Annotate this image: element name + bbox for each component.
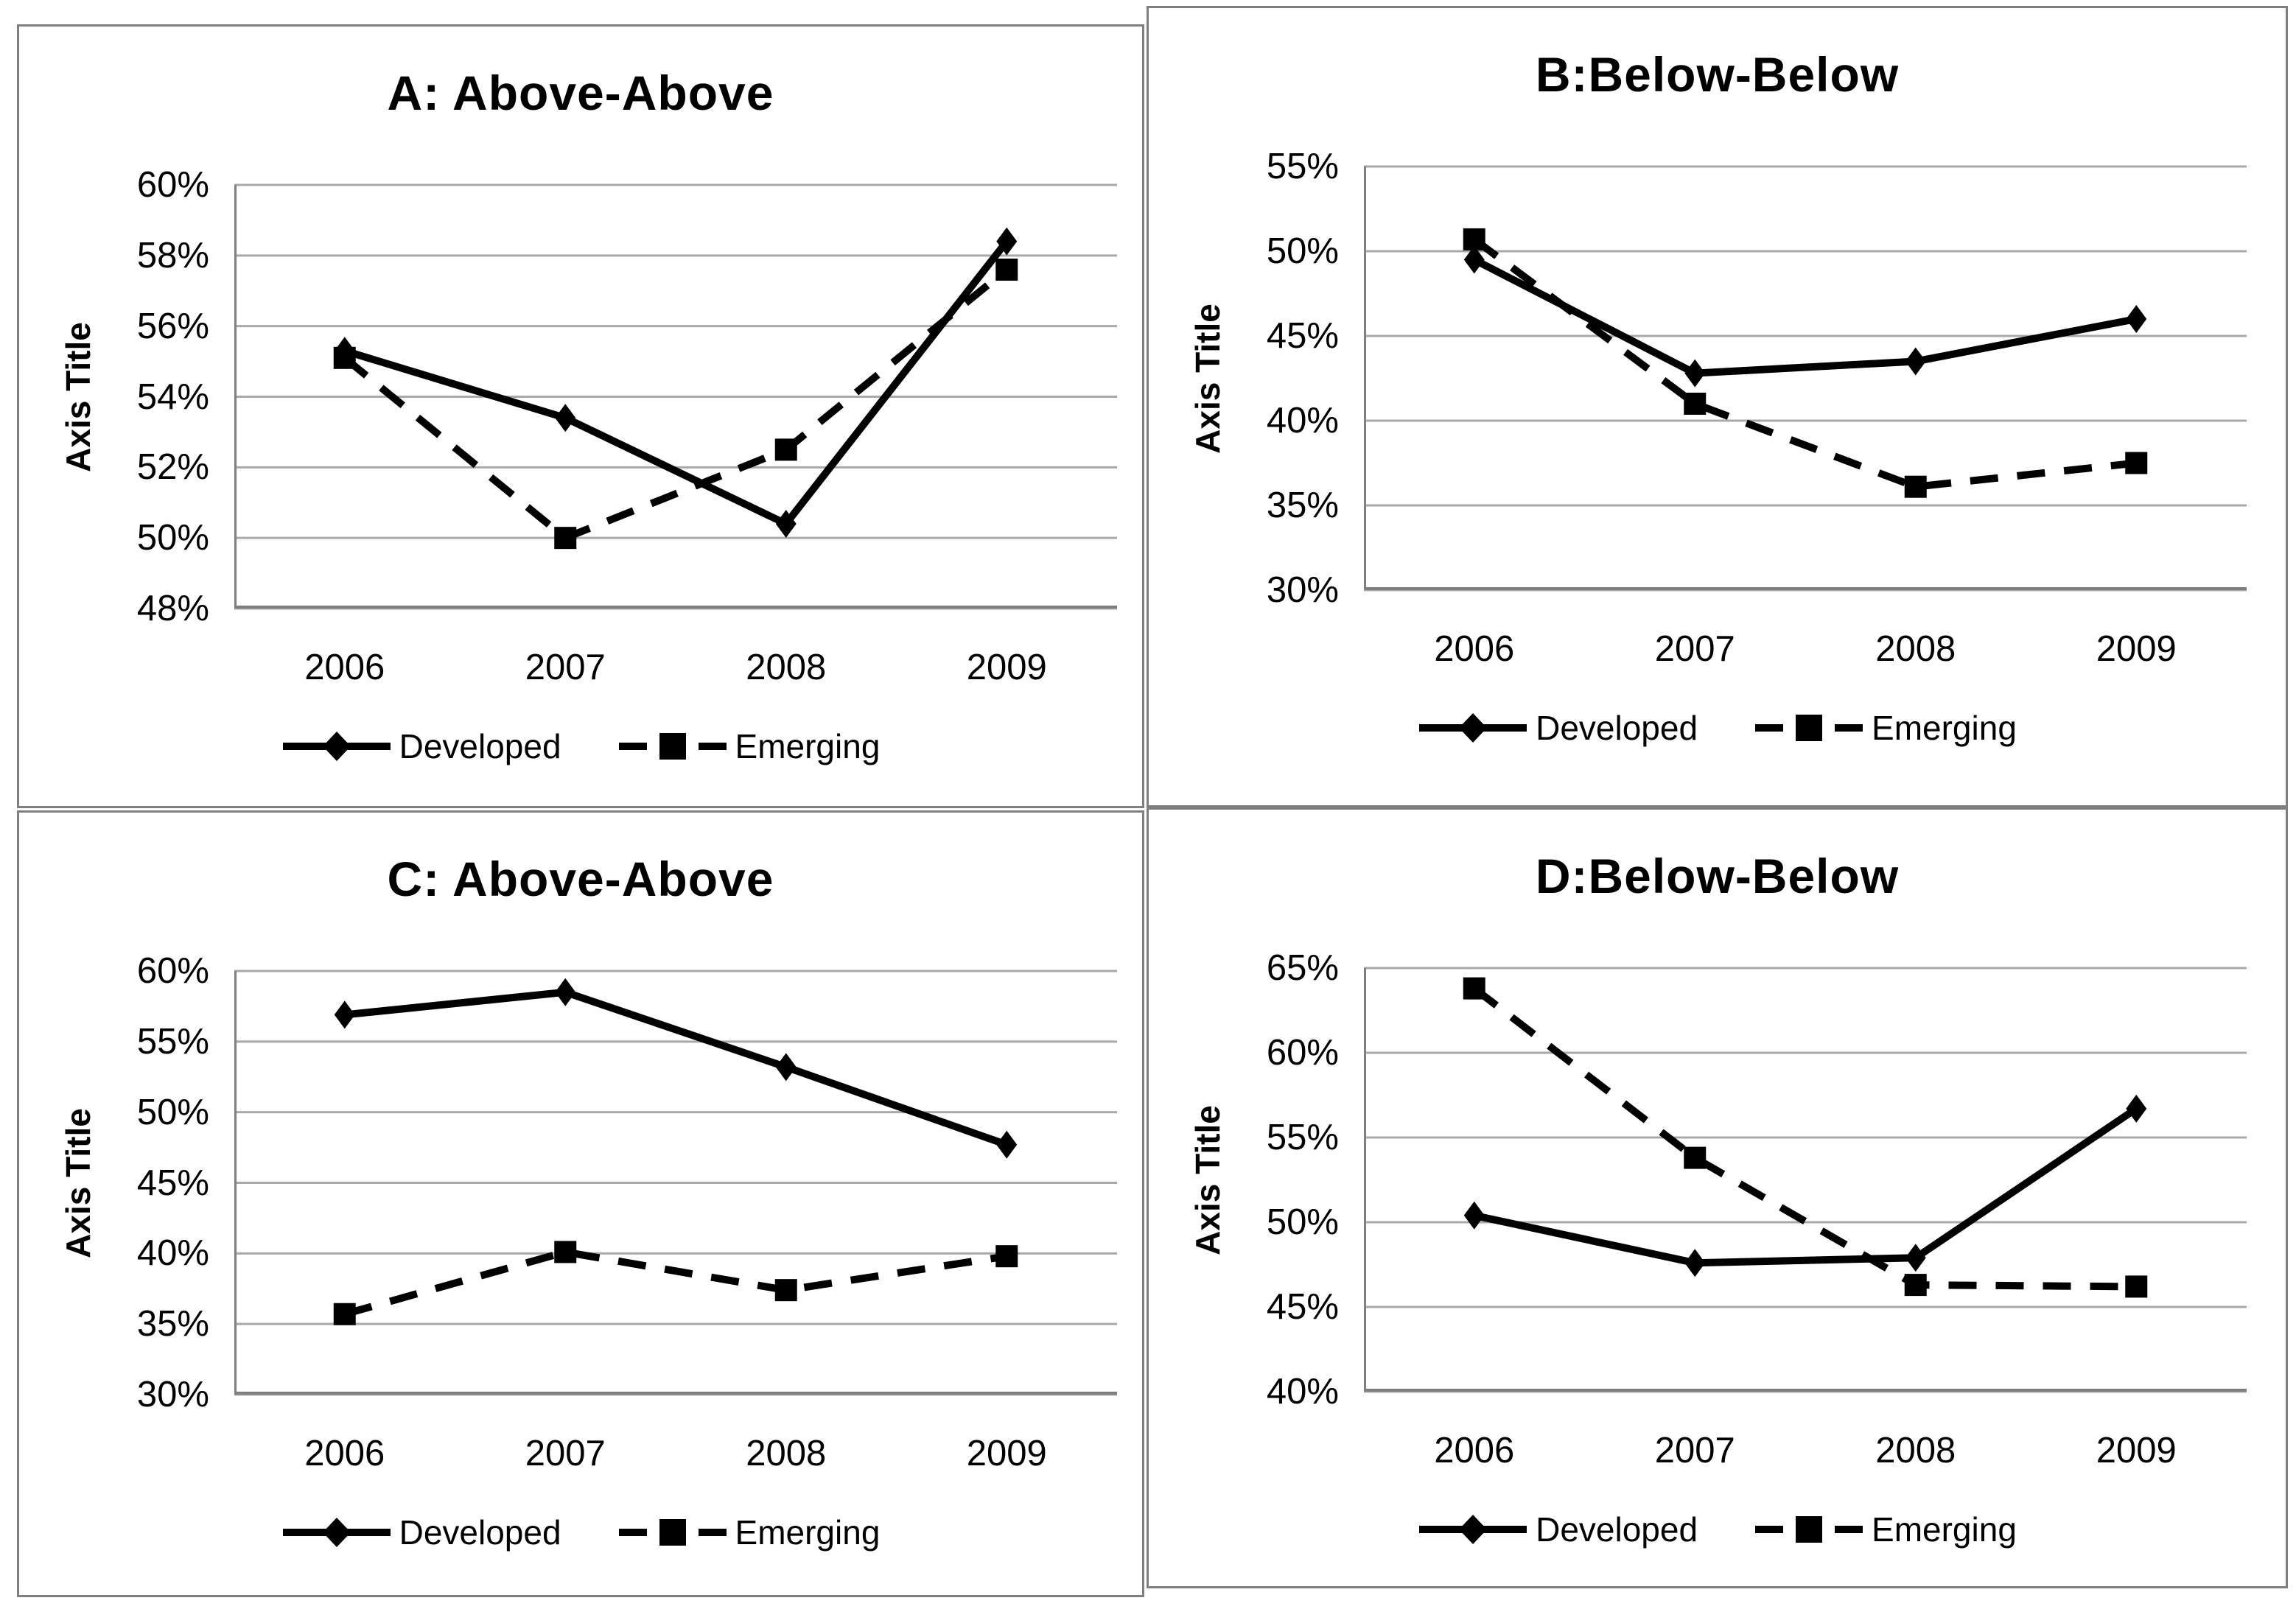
legend-label-developed: Developed bbox=[1536, 1510, 1698, 1549]
y-axis-title-text: Axis Title bbox=[1189, 303, 1227, 454]
y-tick-label: 50% bbox=[136, 1092, 209, 1132]
y-tick-label: 50% bbox=[1266, 1202, 1339, 1242]
y-tick-label: 50% bbox=[1266, 231, 1339, 271]
y-axis-tick-labels: 60% 55% 50% 45% 40% 35% 30% bbox=[93, 951, 209, 1415]
legend-item-emerging: Emerging bbox=[1754, 708, 2017, 748]
chart-title: B:Below-Below bbox=[1535, 47, 1900, 102]
x-tick-label: 2008 bbox=[746, 648, 827, 687]
legend-label-emerging: Emerging bbox=[1872, 709, 2017, 747]
plot-area bbox=[234, 183, 1117, 610]
chart-panel-b: B:Below-Below Axis Title 55% 50% 45% 40% 35%… bbox=[1147, 6, 2288, 807]
y-tick-label: 50% bbox=[136, 518, 209, 558]
legend-item-emerging: Emerging bbox=[617, 726, 881, 766]
x-tick-label: 2008 bbox=[1875, 1431, 1956, 1470]
x-tick-label: 2006 bbox=[304, 1434, 385, 1473]
y-tick-label: 35% bbox=[1266, 485, 1339, 525]
legend-item-developed: Developed bbox=[1418, 708, 1698, 748]
legend-item-developed: Developed bbox=[281, 726, 561, 766]
y-tick-label: 35% bbox=[136, 1304, 209, 1345]
x-tick-label: 2006 bbox=[304, 648, 385, 687]
x-tick-label: 2006 bbox=[1434, 1431, 1515, 1470]
emerging-series-sample-icon bbox=[618, 1519, 727, 1546]
y-tick-label: 30% bbox=[1266, 570, 1339, 610]
y-tick-label: 45% bbox=[1266, 316, 1339, 356]
legend-label-emerging: Emerging bbox=[1872, 1510, 2017, 1549]
y-tick-label: 55% bbox=[136, 1021, 209, 1062]
plot-area bbox=[1364, 967, 2247, 1393]
legend-label-developed: Developed bbox=[399, 1513, 561, 1552]
y-tick-label: 48% bbox=[136, 589, 209, 628]
y-axis-tick-labels: 60% 58% 56% 54% 52% 50% 48% bbox=[93, 165, 209, 628]
legend-item-emerging: Emerging bbox=[1754, 1510, 2017, 1549]
developed-series-sample-icon bbox=[1419, 1515, 1527, 1544]
developed-series-sample-icon bbox=[282, 732, 391, 761]
x-tick-label: 2008 bbox=[1875, 629, 1956, 669]
x-tick-label: 2009 bbox=[966, 648, 1047, 687]
y-tick-label: 60% bbox=[136, 951, 209, 991]
legend-label-developed: Developed bbox=[399, 727, 561, 765]
legend-label-emerging: Emerging bbox=[735, 1513, 881, 1552]
y-tick-label: 40% bbox=[1266, 1372, 1339, 1412]
x-axis-tick-labels: 2006 2007 2008 2009 bbox=[1364, 628, 2247, 673]
y-tick-label: 56% bbox=[136, 306, 209, 346]
y-tick-label: 40% bbox=[136, 1233, 209, 1274]
emerging-series-sample-icon bbox=[1755, 715, 1863, 741]
chart-panel-d: D:Below-Below Axis Title 65% 60% 55% 50% 45%… bbox=[1147, 807, 2288, 1588]
chart-panel-a: A: Above-Above Axis Title 60% 58% 56% 54% 52… bbox=[17, 24, 1144, 808]
y-axis-title-text: Axis Title bbox=[1189, 1104, 1227, 1255]
y-axis-title-text: Axis Title bbox=[59, 1107, 97, 1258]
y-tick-label: 55% bbox=[1266, 147, 1339, 186]
x-tick-label: 2007 bbox=[1654, 629, 1735, 669]
legend-item-developed: Developed bbox=[281, 1512, 561, 1552]
x-axis-tick-labels: 2006 2007 2008 2009 bbox=[234, 647, 1117, 691]
legend-item-developed: Developed bbox=[1418, 1510, 1698, 1549]
y-tick-label: 54% bbox=[136, 376, 209, 417]
x-tick-label: 2007 bbox=[1654, 1431, 1735, 1470]
emerging-series-sample-icon bbox=[618, 733, 727, 760]
legend: Developed Emerging bbox=[19, 726, 1142, 766]
chart-title: D:Below-Below bbox=[1535, 849, 1900, 903]
legend-label-developed: Developed bbox=[1536, 709, 1698, 747]
x-tick-label: 2006 bbox=[1434, 629, 1515, 669]
x-axis-tick-labels: 2006 2007 2008 2009 bbox=[234, 1433, 1117, 1477]
x-tick-label: 2009 bbox=[966, 1434, 1047, 1473]
x-tick-label: 2007 bbox=[525, 1434, 606, 1473]
y-tick-label: 30% bbox=[136, 1375, 209, 1415]
legend-label-emerging: Emerging bbox=[735, 727, 881, 765]
x-tick-label: 2009 bbox=[2096, 629, 2177, 669]
emerging-series-sample-icon bbox=[1755, 1516, 1863, 1543]
chart-title: A: Above-Above bbox=[387, 66, 774, 120]
legend: Developed Emerging bbox=[1149, 1510, 2286, 1549]
y-axis-title-text: Axis Title bbox=[59, 321, 97, 472]
y-tick-label: 40% bbox=[1266, 401, 1339, 441]
y-axis-tick-labels: 55% 50% 45% 40% 35% 30% bbox=[1222, 147, 1339, 610]
x-tick-label: 2007 bbox=[525, 648, 606, 687]
legend: Developed Emerging bbox=[19, 1512, 1142, 1552]
x-tick-label: 2009 bbox=[2096, 1431, 2177, 1470]
y-tick-label: 60% bbox=[136, 165, 209, 205]
y-tick-label: 60% bbox=[1266, 1033, 1339, 1073]
chart-title: C: Above-Above bbox=[387, 852, 774, 906]
plot-area bbox=[1364, 165, 2247, 592]
y-tick-label: 65% bbox=[1266, 948, 1339, 988]
x-tick-label: 2008 bbox=[746, 1434, 827, 1473]
y-tick-label: 52% bbox=[136, 447, 209, 488]
y-axis-tick-labels: 65% 60% 55% 50% 45% 40% bbox=[1222, 948, 1339, 1412]
legend: Developed Emerging bbox=[1149, 708, 2286, 748]
x-axis-tick-labels: 2006 2007 2008 2009 bbox=[1364, 1430, 2247, 1474]
plot-area bbox=[234, 970, 1117, 1396]
y-tick-label: 58% bbox=[136, 235, 209, 276]
y-tick-label: 55% bbox=[1266, 1118, 1339, 1157]
legend-item-emerging: Emerging bbox=[617, 1512, 881, 1552]
y-tick-label: 45% bbox=[136, 1163, 209, 1203]
developed-series-sample-icon bbox=[1419, 713, 1527, 743]
y-tick-label: 45% bbox=[1266, 1287, 1339, 1327]
chart-panel-c: C: Above-Above Axis Title 60% 55% 50% 45% 40… bbox=[17, 810, 1144, 1597]
developed-series-sample-icon bbox=[282, 1518, 391, 1547]
